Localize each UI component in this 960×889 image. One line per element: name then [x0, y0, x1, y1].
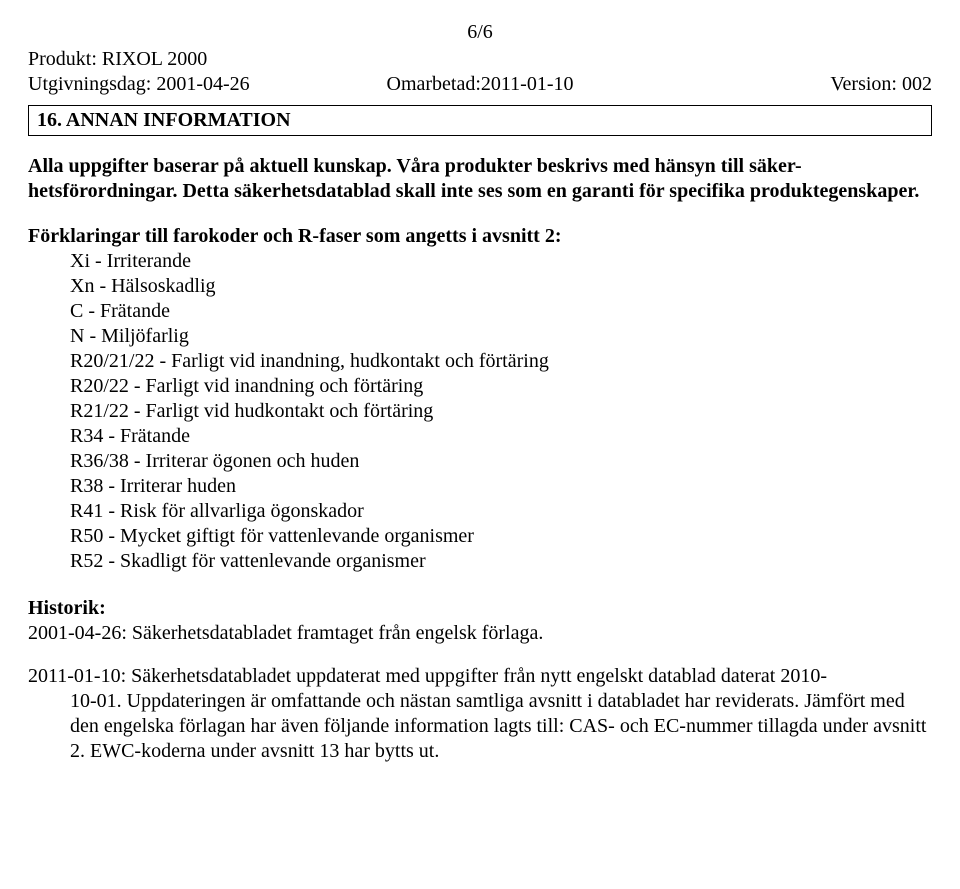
code-line: Xi - Irriterande [70, 249, 932, 274]
code-line: R36/38 - Irriterar ögonen och huden [70, 449, 932, 474]
intro-paragraph: Alla uppgifter baserar på aktuell kunska… [28, 154, 932, 204]
historik-entry-2-cont: 10-01. Uppdateringen är omfattande och n… [28, 689, 932, 764]
code-line: R41 - Risk för allvarliga ögonskador [70, 499, 932, 524]
code-line: N - Miljöfarlig [70, 324, 932, 349]
code-line: R38 - Irriterar huden [70, 474, 932, 499]
historik-entry-1: 2001-04-26: Säkerhetsdatabladet framtage… [28, 621, 932, 646]
header-row-2: Utgivningsdag: 2001-04-26 Omarbetad:2011… [28, 72, 932, 97]
product-name: RIXOL 2000 [102, 48, 207, 70]
document-header: 6/6 Produkt: RIXOL 2000 Utgivningsdag: 2… [28, 20, 932, 97]
code-line: R34 - Frätande [70, 424, 932, 449]
code-line: R50 - Mycket giftigt för vattenlevande o… [70, 524, 932, 549]
issue-label: Utgivningsdag: [28, 73, 151, 95]
revised-label: Omarbetad: [387, 73, 481, 95]
version-label: Version: [830, 73, 897, 95]
section-heading-box: 16. ANNAN INFORMATION [28, 105, 932, 136]
issue-line: Utgivningsdag: 2001-04-26 [28, 72, 329, 97]
code-line: Xn - Hälsoskadlig [70, 274, 932, 299]
code-line: R52 - Skadligt för vattenlevande organis… [70, 549, 932, 574]
code-list: Xi - Irriterande Xn - Hälsoskadlig C - F… [28, 249, 932, 574]
explanations-heading: Förklaringar till farokoder och R-faser … [28, 224, 932, 249]
section-title: ANNAN INFORMATION [66, 109, 291, 131]
code-line: R20/22 - Farligt vid inandning och förtä… [70, 374, 932, 399]
code-line: C - Frätande [70, 299, 932, 324]
revised-line: Omarbetad:2011-01-10 [329, 72, 630, 97]
code-line: R20/21/22 - Farligt vid inandning, hudko… [70, 349, 932, 374]
historik-block: Historik: 2001-04-26: Säkerhetsdatablade… [28, 596, 932, 646]
code-line: R21/22 - Farligt vid hudkontakt och fört… [70, 399, 932, 424]
product-line: Produkt: RIXOL 2000 [28, 47, 329, 72]
product-label: Produkt: [28, 48, 97, 70]
issue-date: 2001-04-26 [156, 73, 249, 95]
historik-heading: Historik: [28, 596, 932, 621]
historik-entry-2: 2011-01-10: Säkerhetsdatabladet uppdater… [28, 664, 932, 764]
version-line: Version: 002 [631, 72, 932, 97]
section-number: 16. [37, 109, 62, 131]
version-num: 002 [902, 73, 932, 95]
explanations-block: Förklaringar till farokoder och R-faser … [28, 224, 932, 574]
header-row-1: Produkt: RIXOL 2000 [28, 47, 932, 72]
historik-entry-2-line1: 2011-01-10: Säkerhetsdatabladet uppdater… [28, 664, 932, 689]
revised-date: 2011-01-10 [481, 73, 574, 95]
page-number: 6/6 [28, 20, 932, 45]
